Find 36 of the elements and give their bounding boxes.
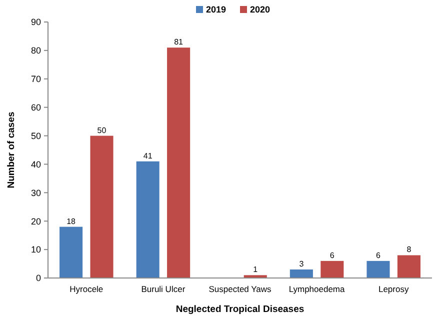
y-tick-label: 70 xyxy=(30,74,41,84)
y-tick-label: 80 xyxy=(30,46,41,56)
y-tick-label: 30 xyxy=(30,188,41,198)
bar xyxy=(320,260,344,278)
bar xyxy=(136,161,160,278)
bar xyxy=(366,260,390,278)
data-label: 6 xyxy=(330,250,335,260)
x-axis-title: Neglected Tropical Diseases xyxy=(176,304,304,315)
x-tick-label: Suspected Yaws xyxy=(208,284,272,294)
bar xyxy=(167,48,190,278)
data-label: 81 xyxy=(174,38,184,47)
data-label: 50 xyxy=(97,126,107,135)
y-tick-label: 0 xyxy=(36,273,41,284)
x-tick-label: Buruli Ulcer xyxy=(141,284,186,294)
x-tick-label: Lymphoedema xyxy=(288,284,346,294)
y-tick-label: 20 xyxy=(30,216,41,226)
y-tick-label: 60 xyxy=(30,102,41,112)
data-label: 18 xyxy=(66,216,76,226)
y-axis-title: Number of cases xyxy=(6,112,17,188)
data-label: 3 xyxy=(299,259,304,268)
legend-label: 2020 xyxy=(250,4,270,14)
legend-label: 2019 xyxy=(206,4,226,14)
x-tick-label: Hyrocele xyxy=(70,284,104,294)
data-label: 1 xyxy=(253,265,258,274)
data-label: 6 xyxy=(376,250,382,260)
data-label: 41 xyxy=(143,151,153,160)
x-tick-label: Leprosy xyxy=(378,284,410,294)
bar xyxy=(397,255,420,278)
data-label: 8 xyxy=(406,245,412,254)
y-tick-label: 90 xyxy=(30,17,41,28)
bar xyxy=(90,136,114,278)
bar xyxy=(60,226,83,278)
bar xyxy=(290,269,313,278)
y-tick-label: 40 xyxy=(30,159,41,170)
y-tick-label: 50 xyxy=(30,130,41,141)
y-tick-label: 10 xyxy=(30,244,41,255)
